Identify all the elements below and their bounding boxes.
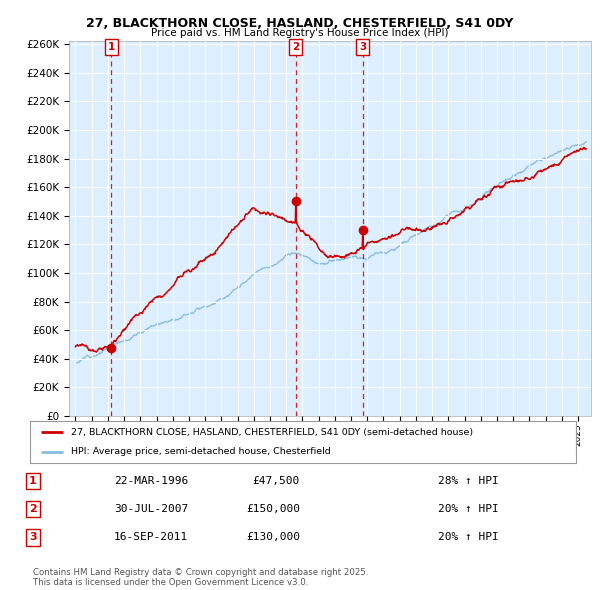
Text: 2: 2 — [292, 42, 299, 52]
Text: 22-MAR-1996: 22-MAR-1996 — [114, 476, 188, 486]
Text: £130,000: £130,000 — [246, 533, 300, 542]
Text: 1: 1 — [29, 476, 37, 486]
Text: 3: 3 — [29, 533, 37, 542]
Text: £150,000: £150,000 — [246, 504, 300, 514]
Text: 20% ↑ HPI: 20% ↑ HPI — [438, 533, 499, 542]
Text: HPI: Average price, semi-detached house, Chesterfield: HPI: Average price, semi-detached house,… — [71, 447, 331, 456]
Text: Contains HM Land Registry data © Crown copyright and database right 2025.
This d: Contains HM Land Registry data © Crown c… — [33, 568, 368, 587]
Text: 30-JUL-2007: 30-JUL-2007 — [114, 504, 188, 514]
Text: 3: 3 — [359, 42, 366, 52]
Text: 28% ↑ HPI: 28% ↑ HPI — [438, 476, 499, 486]
Text: 27, BLACKTHORN CLOSE, HASLAND, CHESTERFIELD, S41 0DY (semi-detached house): 27, BLACKTHORN CLOSE, HASLAND, CHESTERFI… — [71, 428, 473, 437]
Text: 27, BLACKTHORN CLOSE, HASLAND, CHESTERFIELD, S41 0DY: 27, BLACKTHORN CLOSE, HASLAND, CHESTERFI… — [86, 17, 514, 30]
Text: 1: 1 — [108, 42, 115, 52]
Text: £47,500: £47,500 — [253, 476, 300, 486]
Text: Price paid vs. HM Land Registry's House Price Index (HPI): Price paid vs. HM Land Registry's House … — [151, 28, 449, 38]
Text: 20% ↑ HPI: 20% ↑ HPI — [438, 504, 499, 514]
Text: 2: 2 — [29, 504, 37, 514]
Text: 16-SEP-2011: 16-SEP-2011 — [114, 533, 188, 542]
